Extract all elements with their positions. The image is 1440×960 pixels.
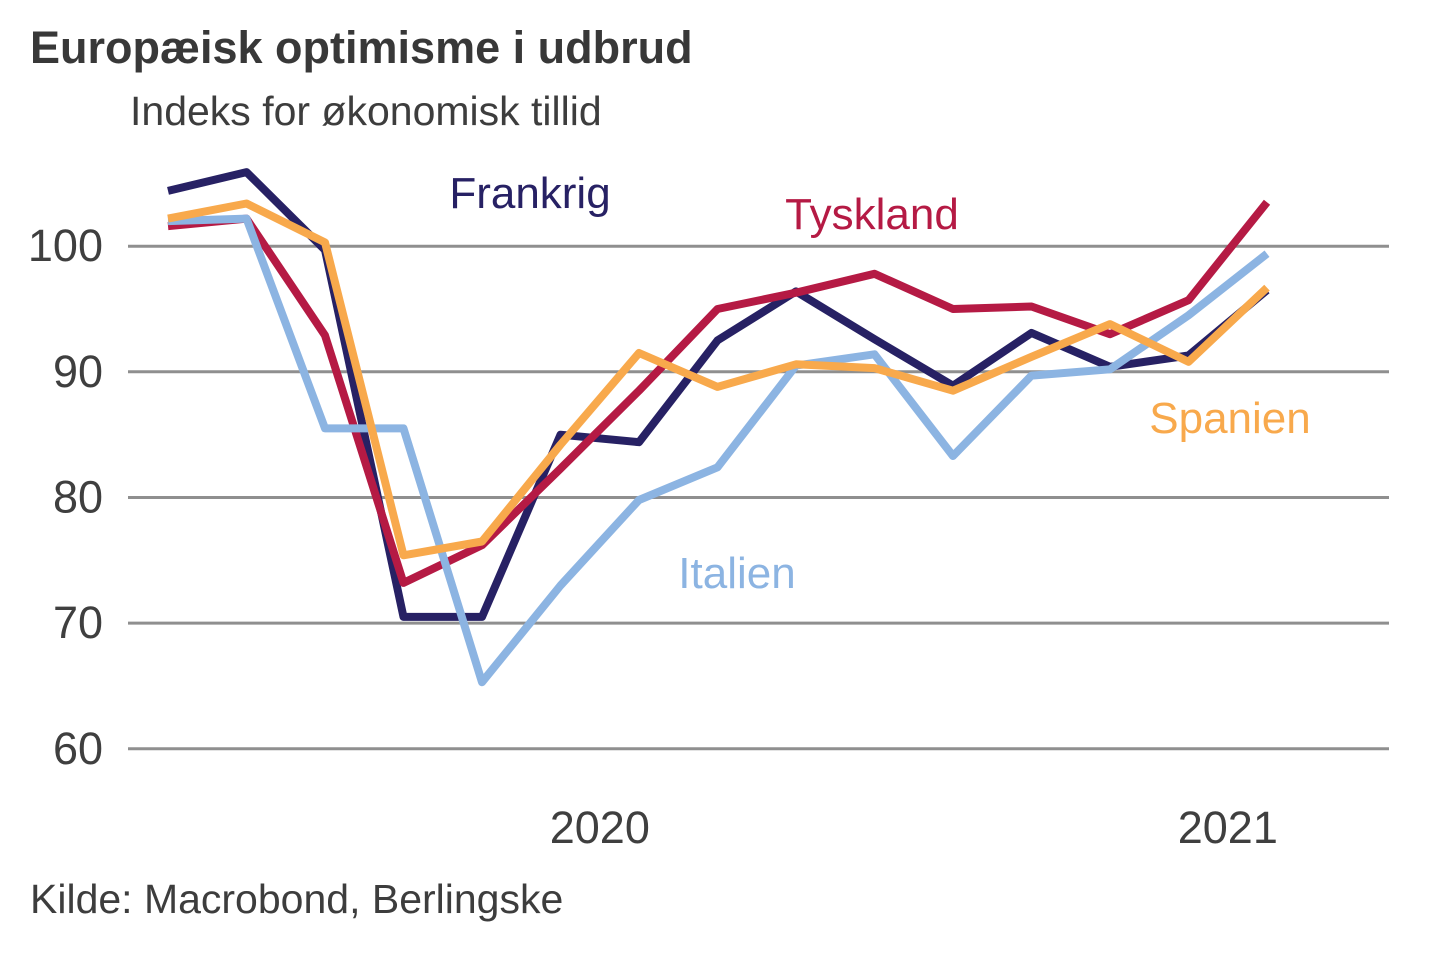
chart-subtitle: Indeks for økonomisk tillid [130, 88, 602, 134]
y-tick-label-100: 100 [28, 220, 103, 271]
chart-title: Europæisk optimisme i udbrud [30, 22, 693, 73]
y-tick-label-70: 70 [53, 597, 103, 648]
x-tick-label-2020: 2020 [550, 802, 650, 853]
y-tick-label-80: 80 [53, 472, 103, 523]
source-note: Kilde: Macrobond, Berlingske [30, 876, 564, 922]
x-tick-label-2021: 2021 [1178, 802, 1278, 853]
series-line-tyskland [167, 199, 1271, 587]
series-label-frankrig: Frankrig [449, 169, 610, 218]
series-label-italien: Italien [678, 549, 795, 598]
y-tick-label-60: 60 [53, 723, 103, 774]
series-label-tyskland: Tyskland [785, 190, 959, 239]
series-line-frankrig [167, 168, 1270, 621]
series-line-spanien [167, 199, 1270, 560]
series-label-spanien: Spanien [1149, 394, 1310, 443]
series-line-italien [167, 214, 1270, 687]
y-tick-label-90: 90 [53, 346, 103, 397]
